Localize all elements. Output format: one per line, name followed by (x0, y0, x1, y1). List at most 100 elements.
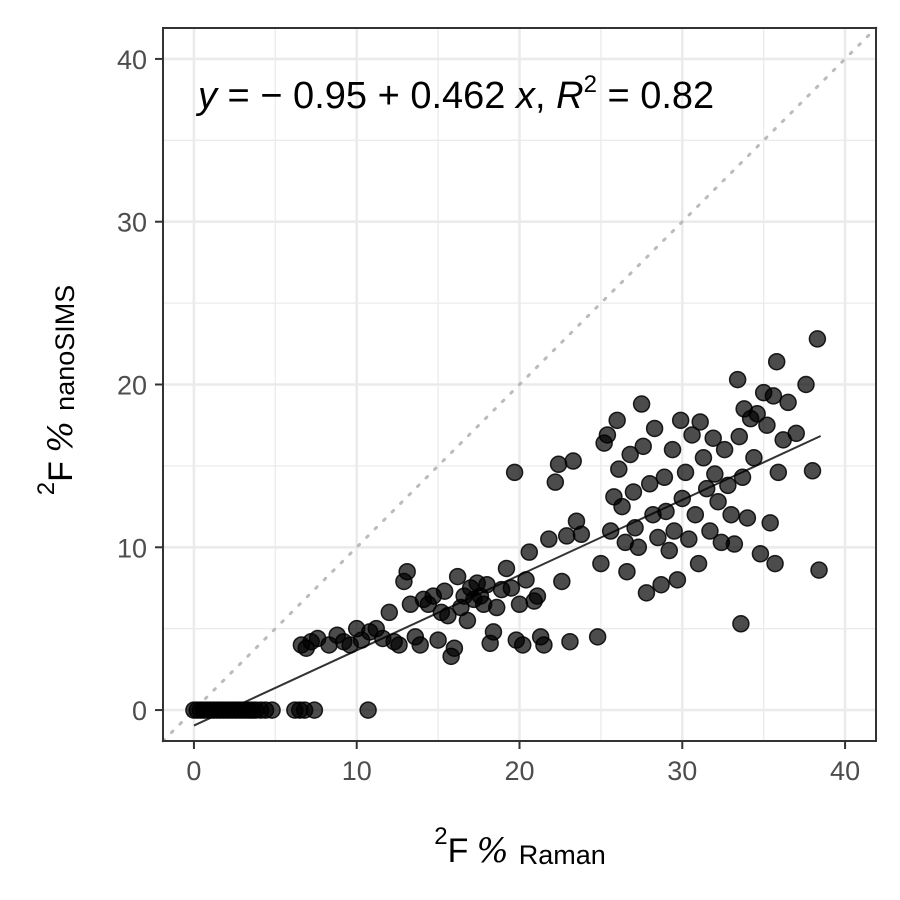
data-point (553, 572, 571, 591)
data-point (588, 628, 607, 646)
data-point (305, 701, 324, 719)
data-point (808, 330, 827, 348)
data-point (680, 530, 698, 548)
data-point (598, 426, 617, 444)
data-point (686, 505, 705, 524)
y-title-subscript: nanoSIMS (50, 285, 80, 411)
data-point (728, 370, 747, 389)
data-point (732, 615, 750, 633)
data-point (398, 562, 416, 581)
data-point (730, 427, 749, 446)
data-point (725, 535, 744, 553)
data-point (535, 636, 553, 654)
data-point (663, 440, 682, 459)
data-point (497, 559, 516, 578)
data-point (655, 468, 674, 487)
equation-part-2: = 0.82 (597, 75, 714, 117)
data-point (722, 505, 740, 524)
data-point (380, 603, 399, 622)
x-title-main: F (448, 832, 469, 870)
data-point (629, 538, 648, 557)
data-point (502, 579, 521, 597)
data-point (694, 449, 713, 467)
data-point (634, 437, 652, 456)
data-point (652, 575, 670, 594)
data-point (640, 475, 659, 493)
data-point (706, 465, 724, 483)
data-point (719, 476, 737, 495)
data-point (528, 587, 547, 605)
data-point (779, 393, 797, 412)
data-point (514, 636, 532, 654)
data-point (549, 455, 568, 474)
data-point (592, 554, 610, 573)
data-point (505, 463, 524, 482)
data-point (546, 473, 565, 491)
data-point (557, 527, 576, 545)
x-title-superscript: 2 (434, 823, 447, 850)
equation-part-1: = − 0.95 + 0.462 (217, 75, 516, 117)
data-point (564, 452, 582, 470)
data-point (626, 519, 644, 537)
x-title-percent: % (476, 831, 508, 871)
data-point (691, 413, 709, 431)
y-title-superscript: 2 (33, 482, 60, 495)
data-point (697, 479, 716, 498)
x-tick-label: 30 (667, 756, 697, 786)
data-point (745, 449, 763, 467)
data-point (787, 424, 805, 443)
data-point (761, 514, 779, 532)
data-point (649, 528, 667, 547)
equation-r-superscript: 2 (584, 71, 597, 98)
y-tick-label: 40 (117, 45, 147, 75)
data-point (458, 611, 477, 630)
data-point (668, 571, 687, 589)
data-point (810, 561, 828, 579)
equation-y-var: y (195, 75, 219, 117)
data-point (764, 387, 783, 405)
data-point (645, 419, 664, 438)
data-point (561, 632, 579, 651)
x-tick-label: 10 (342, 756, 372, 786)
data-point (803, 462, 822, 480)
data-point (390, 636, 408, 654)
data-point (510, 595, 529, 614)
data-point (610, 460, 628, 478)
data-point (572, 525, 591, 544)
y-title-percent: % (41, 421, 81, 453)
data-point (738, 509, 757, 527)
data-point (624, 483, 643, 501)
equation-comma: , (535, 75, 556, 117)
data-point (701, 522, 719, 540)
data-point (657, 502, 675, 521)
data-point (748, 405, 766, 423)
regression-equation: y = − 0.95 + 0.462 x, R2 = 0.82 (195, 71, 714, 117)
data-point (676, 463, 695, 482)
data-point (689, 554, 708, 573)
data-point (709, 492, 727, 511)
data-point (660, 541, 679, 560)
data-point (767, 352, 786, 371)
x-axis-title: 2F% Raman (434, 823, 606, 871)
data-point (704, 429, 722, 447)
data-point (751, 545, 770, 563)
y-axis-title: 2F% nanoSIMS (33, 285, 81, 496)
data-point (435, 582, 454, 600)
data-point (758, 416, 776, 434)
data-points (185, 330, 828, 719)
data-point (613, 497, 631, 516)
data-point (601, 522, 620, 540)
x-tick-label: 20 (504, 756, 534, 786)
data-point (621, 445, 639, 464)
plot-panel (161, 26, 878, 743)
x-axis: 0 10 20 30 40 (186, 741, 860, 786)
x-tick-label: 0 (186, 756, 201, 786)
data-point (766, 554, 784, 573)
data-point (671, 411, 690, 430)
data-point (618, 562, 636, 581)
y-tick-label: 30 (117, 208, 147, 238)
data-point (733, 468, 752, 487)
data-point (632, 395, 651, 413)
data-point (478, 575, 496, 594)
